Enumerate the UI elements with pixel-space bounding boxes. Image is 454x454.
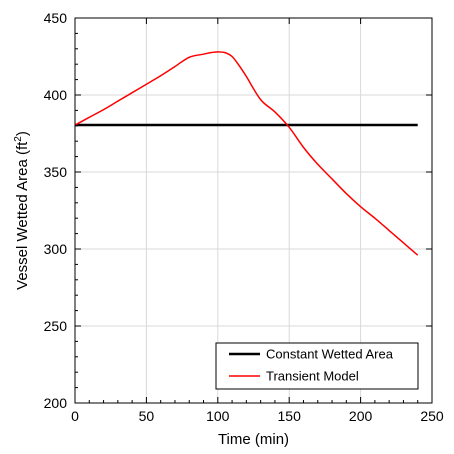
x-tick-label: 0 — [71, 408, 79, 424]
y-tick-label: 350 — [44, 164, 68, 180]
x-tick-label: 150 — [278, 408, 302, 424]
legend: Constant Wetted Area Transient Model — [215, 342, 419, 390]
series-layer — [74, 51, 419, 256]
y-tick-label: 250 — [44, 318, 68, 334]
legend-label-transient-model: Transient Model — [266, 369, 359, 384]
y-tick-label: 300 — [44, 241, 68, 257]
y-axis-title-close: ) — [14, 131, 31, 136]
y-tick-label: 400 — [44, 87, 68, 103]
y-tick-labels: 200 250 300 350 400 450 — [44, 10, 68, 411]
x-axis-title: Time (min) — [218, 431, 289, 448]
y-axis-title: Vessel Wetted Area (ft2) — [13, 131, 31, 290]
plot-frame — [74, 17, 433, 404]
x-tick-label: 250 — [420, 408, 444, 424]
plot-area — [75, 18, 432, 403]
grid-lines — [75, 18, 432, 403]
x-tick-label: 50 — [139, 408, 155, 424]
y-tick-label: 450 — [44, 10, 68, 26]
legend-box — [215, 342, 419, 390]
series-transient-model-line — [74, 51, 419, 256]
legend-label-constant-wetted-area: Constant Wetted Area — [266, 347, 394, 362]
y-axis-title-main: Vessel Wetted Area (ft — [14, 141, 31, 290]
y-axis-title-superscript: 2 — [13, 136, 24, 142]
x-tick-label: 200 — [349, 408, 373, 424]
x-tick-label: 100 — [206, 408, 230, 424]
x-tick-labels: 0 50 100 150 200 250 — [71, 408, 444, 424]
axis-ticks — [74, 17, 433, 404]
y-tick-label: 200 — [44, 395, 68, 411]
